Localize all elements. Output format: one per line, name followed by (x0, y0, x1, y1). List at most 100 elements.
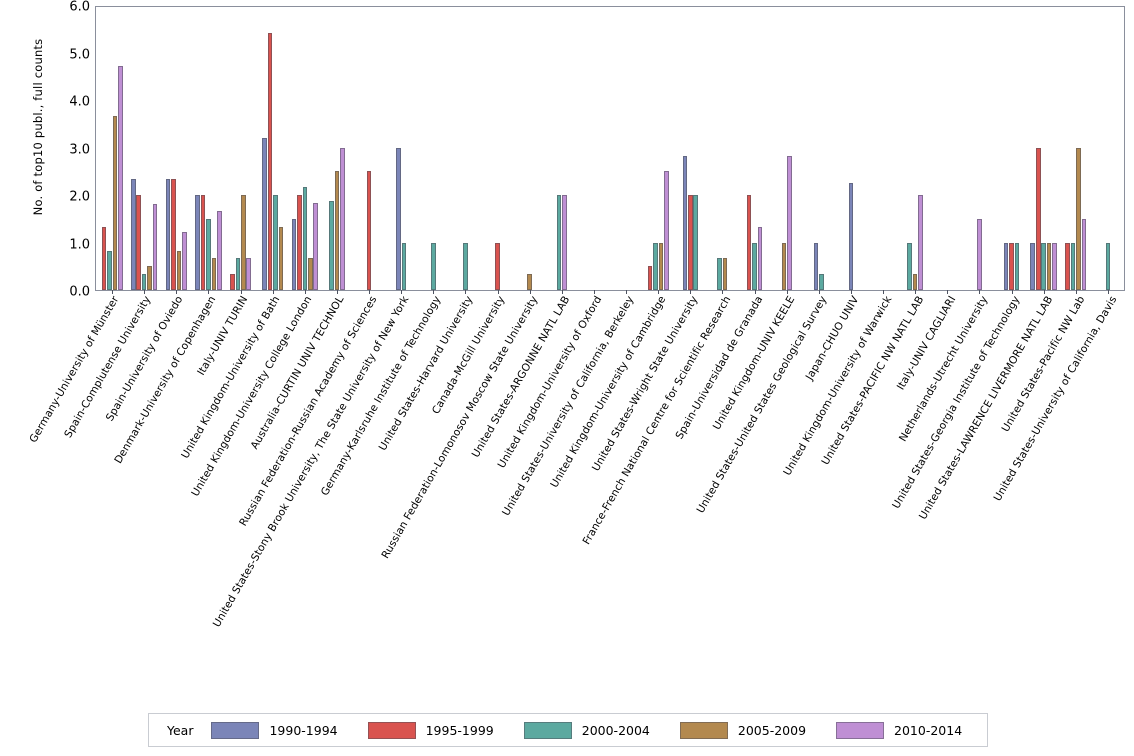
x-axis-tick-mark (304, 290, 306, 294)
y-axis-title: No. of top10 publ., full counts (31, 38, 45, 216)
x-axis-tick-mark (1011, 290, 1013, 294)
legend-entries: 1990-1994 1995-1999 2000-2004 2005-2009 2010… (211, 721, 992, 739)
bar-group (449, 7, 481, 294)
y-axis-tick-label: 3.0 (69, 142, 90, 157)
legend-entry[interactable]: 1990-1994 (211, 721, 338, 739)
bar-group (867, 7, 899, 294)
bar-group (610, 7, 642, 294)
x-axis-tick-mark (1075, 290, 1077, 294)
bar-group (771, 7, 803, 294)
bar (211, 258, 217, 290)
y-axis-tick-label: 0.0 (69, 284, 90, 300)
legend-swatch (679, 721, 728, 739)
legend-swatch (523, 721, 572, 739)
bar-group (899, 7, 931, 294)
bar (278, 226, 284, 290)
legend-label: 1995-1999 (425, 722, 494, 738)
x-axis-tick-mark (240, 290, 242, 294)
legend-entry[interactable]: 2010-2014 (836, 721, 962, 739)
bar-group (1028, 7, 1060, 294)
x-axis-tick-label-text: Italy-UNIV CAGLIARI (894, 294, 959, 393)
bar-group (642, 7, 674, 294)
bar (262, 138, 267, 290)
bar (431, 242, 436, 290)
bar (781, 242, 787, 290)
x-axis-tick-mark (786, 290, 788, 294)
y-axis-tick-label: 1.0 (69, 237, 90, 252)
bar (693, 195, 699, 290)
bar-group (192, 7, 224, 294)
bar (1014, 242, 1020, 290)
bar (107, 250, 112, 290)
legend-entry[interactable]: 2000-2004 (523, 721, 650, 739)
bar-group (96, 7, 128, 294)
x-axis-tick-mark (818, 290, 820, 294)
bar (813, 242, 819, 290)
bar (130, 179, 136, 290)
x-axis-tick-mark (272, 290, 274, 294)
bar (235, 258, 241, 290)
x-axis-tick-mark (561, 290, 563, 294)
bar (688, 195, 693, 290)
bar (1081, 218, 1087, 290)
x-axis-tick-mark (497, 290, 499, 294)
x-axis-tick-label-text: United Kingdom-University College London (189, 294, 315, 499)
bar (1035, 147, 1041, 290)
bar (366, 171, 372, 290)
bar (273, 195, 278, 290)
bar-group (353, 7, 385, 294)
x-axis-tick-mark (1107, 290, 1109, 294)
bar-group (417, 7, 449, 294)
x-axis-tick-mark (176, 290, 178, 294)
bar (217, 210, 222, 290)
legend-label: 1990-1994 (269, 722, 338, 738)
x-axis-tick-mark (144, 290, 146, 294)
x-axis-tick-mark (433, 290, 435, 294)
legend-swatch (836, 721, 885, 739)
plot-area: 0.0 1.0 2.0 3.0 4.0 5.0 6.0 (69, 0, 1125, 300)
bar (230, 274, 235, 290)
bar (141, 274, 147, 290)
bar (1041, 242, 1046, 290)
x-axis-tick-mark (369, 290, 371, 294)
y-axis-tick-label: 2.0 (69, 189, 90, 205)
bar (152, 203, 158, 290)
x-axis-tick-mark (658, 290, 660, 294)
bar (912, 274, 918, 290)
bar (819, 274, 824, 290)
bar-group (257, 7, 289, 294)
bar (136, 195, 142, 290)
bar (1070, 242, 1076, 290)
x-axis-tick-label-text: Germany-Karlsruhe Institute of Technolog… (318, 294, 444, 498)
bar-group (385, 7, 417, 294)
bar-group (931, 7, 963, 294)
bar-group (482, 7, 514, 294)
legend-entry[interactable]: 1995-1999 (367, 721, 494, 739)
bar (1076, 147, 1081, 290)
x-axis-tick-mark (850, 290, 852, 294)
bar (848, 183, 854, 290)
x-axis-tick-mark (883, 290, 885, 294)
x-axis-tick-mark (979, 290, 981, 294)
bar (1105, 242, 1111, 290)
bar (195, 195, 200, 290)
bar (717, 258, 722, 290)
legend-entry[interactable]: 2005-2009 (679, 721, 806, 739)
x-axis-tick-mark (336, 290, 338, 294)
bar (302, 186, 308, 290)
bar (291, 218, 297, 290)
bar (757, 226, 763, 290)
bar (147, 266, 152, 290)
x-axis-labels: Germany-University of Münster Spain-Compl… (27, 292, 1125, 692)
x-axis-tick-mark (1043, 290, 1045, 294)
bar (562, 195, 567, 290)
bar (182, 231, 187, 290)
x-axis-tick-mark (690, 290, 692, 294)
bar (396, 147, 401, 290)
bar-group (289, 7, 321, 294)
bar (907, 242, 913, 290)
bar (1003, 242, 1009, 290)
bar (1052, 242, 1057, 290)
bar (340, 147, 345, 290)
bar-group (578, 7, 610, 294)
